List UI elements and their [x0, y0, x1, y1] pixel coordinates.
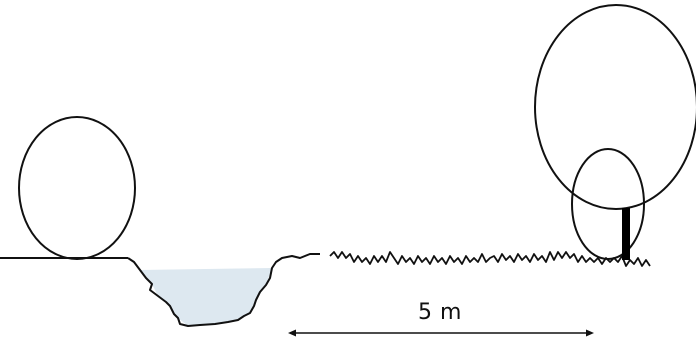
distance-arrow: [288, 329, 594, 337]
grass-strip: [329, 251, 651, 267]
left-shrub-crown: [18, 116, 136, 260]
distance-label: 5 m: [418, 300, 462, 325]
ditch-profile: [127, 253, 320, 327]
right-tree-large-crown: [534, 4, 696, 210]
right-tree-small-crown: [571, 148, 645, 260]
ditch-water: [140, 268, 272, 326]
right-tree-trunk: [622, 208, 630, 260]
